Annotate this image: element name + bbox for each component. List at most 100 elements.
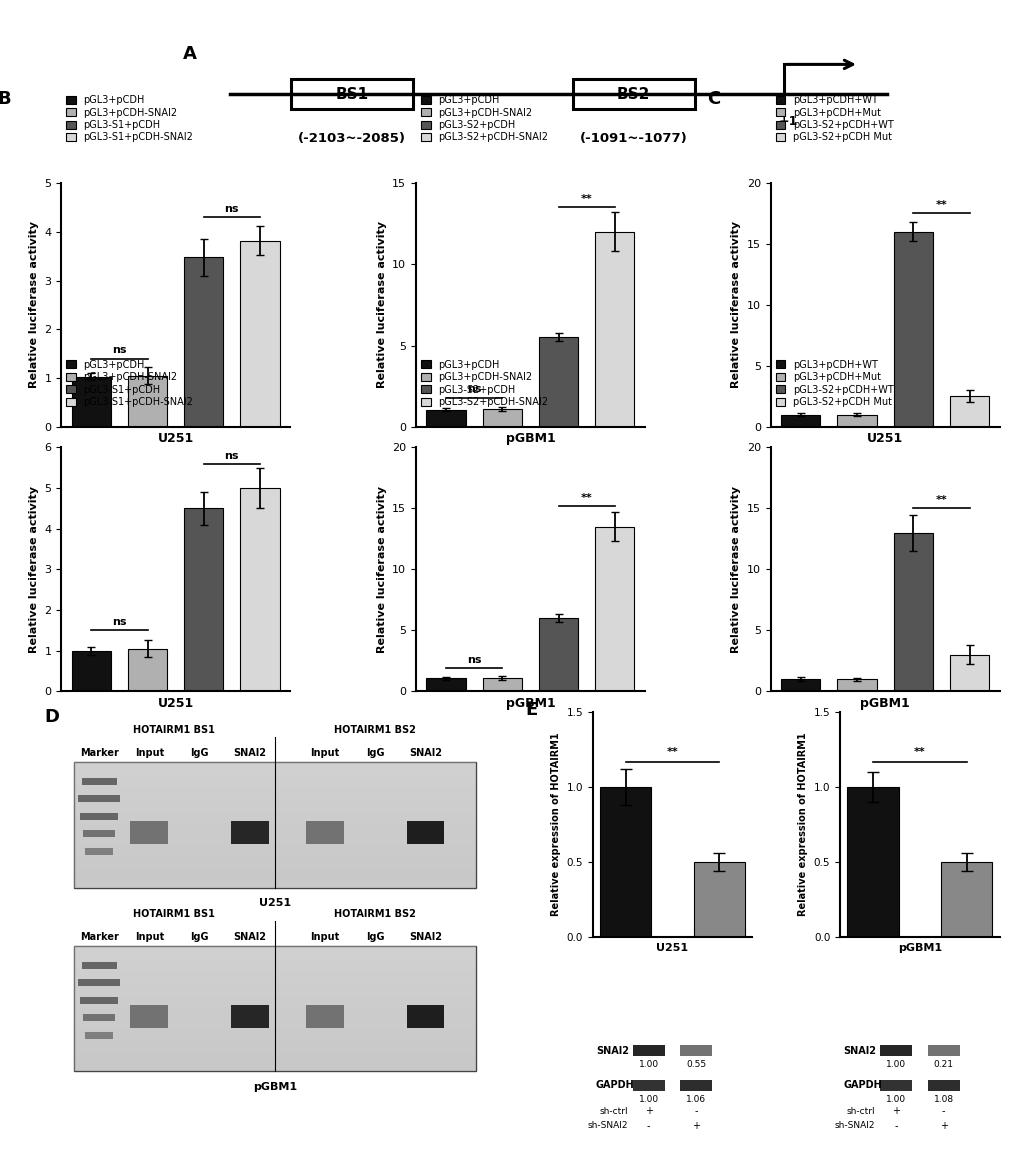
Bar bbox=[74, 965, 475, 971]
Bar bbox=[74, 1002, 475, 1009]
Text: HOTAIRM1 BS1: HOTAIRM1 BS1 bbox=[133, 725, 215, 734]
Bar bbox=[426, 409, 466, 427]
Bar bbox=[74, 1040, 475, 1046]
Bar bbox=[306, 821, 343, 844]
Y-axis label: Relative luciferase activity: Relative luciferase activity bbox=[731, 485, 741, 653]
Text: ns: ns bbox=[224, 204, 238, 214]
Bar bbox=[74, 1027, 475, 1034]
Bar bbox=[74, 996, 475, 1002]
Text: C: C bbox=[706, 90, 719, 108]
Text: ns: ns bbox=[467, 655, 481, 665]
Bar bbox=[949, 397, 988, 427]
Bar bbox=[74, 990, 475, 996]
Bar bbox=[680, 1045, 711, 1056]
Text: SNAI2: SNAI2 bbox=[843, 1046, 875, 1055]
Text: GAPDH: GAPDH bbox=[595, 1080, 634, 1091]
Bar bbox=[74, 857, 475, 862]
Bar bbox=[74, 862, 475, 868]
Text: BS2: BS2 bbox=[616, 86, 650, 101]
Bar bbox=[74, 819, 475, 824]
FancyBboxPatch shape bbox=[572, 80, 694, 110]
Bar bbox=[230, 821, 268, 844]
Bar bbox=[837, 679, 876, 692]
Bar bbox=[74, 793, 475, 800]
Text: 1.00: 1.00 bbox=[638, 1061, 658, 1069]
Text: ns: ns bbox=[112, 346, 126, 355]
Bar bbox=[426, 678, 466, 692]
Text: IgG: IgG bbox=[366, 932, 384, 942]
Bar bbox=[230, 1005, 268, 1027]
Text: -: - bbox=[646, 1121, 650, 1131]
Text: 1.06: 1.06 bbox=[686, 1095, 706, 1105]
Text: +: + bbox=[692, 1121, 700, 1131]
Text: sh-ctrl: sh-ctrl bbox=[598, 1107, 628, 1116]
Legend: pGL3+pCDH, pGL3+pCDH-SNAI2, pGL3-S1+pCDH, pGL3-S1+pCDH-SNAI2: pGL3+pCDH, pGL3+pCDH-SNAI2, pGL3-S1+pCDH… bbox=[66, 96, 194, 143]
Text: +1: +1 bbox=[779, 115, 797, 128]
Text: D: D bbox=[44, 708, 59, 725]
Text: **: ** bbox=[580, 195, 592, 204]
Bar bbox=[927, 1079, 959, 1091]
Y-axis label: Relative luciferase activity: Relative luciferase activity bbox=[29, 221, 39, 389]
Bar bbox=[82, 778, 116, 785]
Bar bbox=[74, 787, 475, 793]
Bar bbox=[538, 618, 578, 692]
Y-axis label: Relative expression of HOTAIRM1: Relative expression of HOTAIRM1 bbox=[797, 733, 807, 917]
Bar bbox=[183, 257, 223, 427]
Bar bbox=[632, 1079, 663, 1091]
Bar bbox=[74, 945, 475, 1071]
X-axis label: pGBM1: pGBM1 bbox=[859, 696, 909, 710]
Text: Marker: Marker bbox=[79, 748, 118, 758]
Text: 0.55: 0.55 bbox=[686, 1061, 706, 1069]
Bar bbox=[482, 678, 522, 692]
Text: -: - bbox=[894, 1121, 897, 1131]
Text: HOTAIRM1 BS2: HOTAIRM1 BS2 bbox=[334, 909, 416, 919]
Text: 1.00: 1.00 bbox=[638, 1095, 658, 1105]
Text: ns: ns bbox=[112, 617, 126, 627]
Text: U251: U251 bbox=[259, 898, 290, 907]
Text: SNAI2: SNAI2 bbox=[233, 932, 266, 942]
Bar bbox=[74, 824, 475, 831]
Text: E: E bbox=[525, 701, 537, 718]
Text: IgG: IgG bbox=[366, 748, 384, 758]
Bar bbox=[74, 881, 475, 888]
Bar bbox=[82, 962, 116, 969]
Bar bbox=[83, 1015, 115, 1022]
Bar bbox=[632, 1045, 663, 1056]
Bar bbox=[879, 1079, 911, 1091]
Bar bbox=[74, 831, 475, 837]
FancyBboxPatch shape bbox=[290, 80, 413, 110]
Text: 1.08: 1.08 bbox=[932, 1095, 953, 1105]
Bar bbox=[879, 1045, 911, 1056]
Bar bbox=[74, 868, 475, 875]
Bar bbox=[594, 527, 634, 692]
Bar bbox=[407, 821, 444, 844]
X-axis label: U251: U251 bbox=[656, 943, 688, 952]
Y-axis label: Relative luciferase activity: Relative luciferase activity bbox=[731, 221, 741, 389]
Bar bbox=[594, 232, 634, 427]
Bar bbox=[127, 649, 167, 692]
Bar bbox=[130, 821, 168, 844]
Text: Input: Input bbox=[135, 748, 164, 758]
Text: A: A bbox=[183, 45, 197, 62]
Text: SNAI2: SNAI2 bbox=[409, 932, 441, 942]
Bar bbox=[183, 508, 223, 692]
Bar bbox=[74, 1046, 475, 1053]
Text: +: + bbox=[891, 1107, 899, 1116]
Bar bbox=[74, 1034, 475, 1040]
Text: Input: Input bbox=[310, 932, 339, 942]
Bar bbox=[74, 1065, 475, 1071]
Text: **: ** bbox=[934, 496, 947, 505]
X-axis label: pGBM1: pGBM1 bbox=[897, 943, 941, 952]
Legend: pGL3+pCDH, pGL3+pCDH-SNAI2, pGL3-S2+pCDH, pGL3-S2+pCDH-SNAI2: pGL3+pCDH, pGL3+pCDH-SNAI2, pGL3-S2+pCDH… bbox=[421, 96, 548, 143]
Text: **: ** bbox=[934, 201, 947, 210]
Legend: pGL3+pCDH, pGL3+pCDH-SNAI2, pGL3-S1+pCDH, pGL3-S1+pCDH-SNAI2: pGL3+pCDH, pGL3+pCDH-SNAI2, pGL3-S1+pCDH… bbox=[66, 360, 194, 407]
Bar bbox=[74, 1015, 475, 1022]
Bar bbox=[893, 232, 932, 427]
Text: Input: Input bbox=[135, 932, 164, 942]
Text: sh-ctrl: sh-ctrl bbox=[846, 1107, 874, 1116]
Bar bbox=[407, 1005, 444, 1027]
Legend: pGL3+pCDH+WT, pGL3+pCDH+Mut, pGL3-S2+pCDH+WT, pGL3-S2+pCDH Mut: pGL3+pCDH+WT, pGL3+pCDH+Mut, pGL3-S2+pCD… bbox=[774, 360, 893, 407]
Text: sh-SNAI2: sh-SNAI2 bbox=[587, 1122, 628, 1130]
Bar bbox=[74, 762, 475, 768]
Bar bbox=[74, 844, 475, 850]
